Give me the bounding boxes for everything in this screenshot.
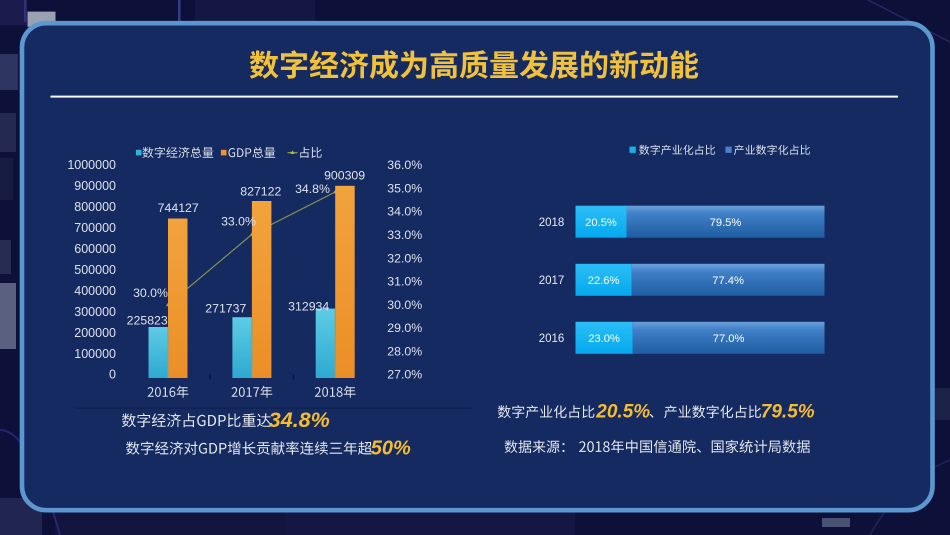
- svg-text:34.8%: 34.8%: [269, 408, 330, 432]
- svg-text:50%: 50%: [371, 438, 411, 460]
- svg-text:79.5%: 79.5%: [710, 217, 742, 229]
- svg-text:0: 0: [109, 368, 116, 382]
- svg-text:27.0%: 27.0%: [387, 368, 422, 382]
- svg-text:271737: 271737: [205, 301, 246, 315]
- svg-text:77.4%: 77.4%: [712, 275, 744, 287]
- svg-text:200000: 200000: [74, 326, 116, 340]
- svg-text:35.0%: 35.0%: [387, 182, 422, 196]
- svg-text:28.0%: 28.0%: [387, 344, 422, 358]
- svg-text:77.0%: 77.0%: [713, 333, 745, 345]
- svg-text:900309: 900309: [324, 169, 365, 183]
- svg-text:30.0%: 30.0%: [133, 286, 168, 300]
- svg-text:600000: 600000: [74, 242, 116, 256]
- svg-text:312934: 312934: [288, 300, 329, 314]
- svg-text:800000: 800000: [74, 200, 116, 214]
- svg-text:827122: 827122: [240, 184, 281, 198]
- svg-text:29.0%: 29.0%: [387, 321, 422, 335]
- svg-text:34.8%: 34.8%: [295, 182, 330, 196]
- svg-text:36.0%: 36.0%: [387, 158, 422, 172]
- svg-text:33.0%: 33.0%: [221, 214, 256, 228]
- svg-text:900000: 900000: [74, 179, 116, 193]
- svg-text:23.0%: 23.0%: [588, 333, 620, 345]
- svg-text:100000: 100000: [74, 347, 116, 361]
- svg-text:20.5%: 20.5%: [595, 402, 650, 423]
- svg-text:22.6%: 22.6%: [588, 275, 620, 287]
- svg-text:744127: 744127: [158, 201, 199, 215]
- svg-text:20.5%: 20.5%: [585, 217, 617, 229]
- svg-text:400000: 400000: [74, 284, 116, 298]
- svg-text:2016: 2016: [539, 333, 565, 345]
- svg-text:1000000: 1000000: [67, 158, 116, 172]
- svg-text:300000: 300000: [74, 305, 116, 319]
- svg-text:225823: 225823: [127, 314, 168, 328]
- svg-text:30.0%: 30.0%: [387, 298, 422, 312]
- svg-text:31.0%: 31.0%: [387, 275, 422, 289]
- svg-text:2017: 2017: [539, 275, 565, 287]
- svg-text:34.0%: 34.0%: [387, 205, 422, 219]
- svg-text:700000: 700000: [74, 221, 116, 235]
- svg-text:2018: 2018: [539, 217, 565, 229]
- svg-text:79.5%: 79.5%: [761, 402, 815, 423]
- svg-text:33.0%: 33.0%: [387, 228, 422, 242]
- svg-text:500000: 500000: [74, 263, 116, 277]
- svg-text:32.0%: 32.0%: [387, 251, 422, 265]
